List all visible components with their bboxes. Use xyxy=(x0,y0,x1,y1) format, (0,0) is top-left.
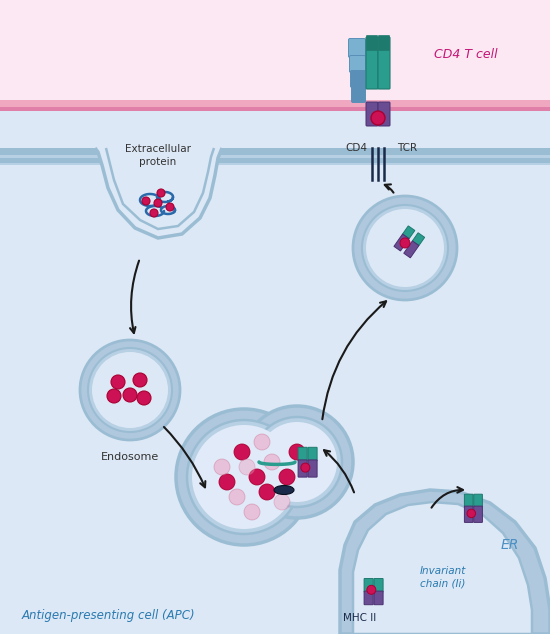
Circle shape xyxy=(150,209,158,217)
Circle shape xyxy=(88,348,172,432)
FancyBboxPatch shape xyxy=(378,36,389,51)
Circle shape xyxy=(107,389,121,403)
Polygon shape xyxy=(404,241,419,258)
Circle shape xyxy=(289,444,305,460)
Bar xyxy=(0,148,550,155)
Text: ER: ER xyxy=(501,538,519,552)
Circle shape xyxy=(187,420,301,534)
Bar xyxy=(0,107,550,111)
Circle shape xyxy=(241,406,353,518)
Polygon shape xyxy=(403,226,415,238)
FancyBboxPatch shape xyxy=(366,36,377,51)
Text: Endosome: Endosome xyxy=(101,452,159,462)
Text: Antigen-presenting cell (APC): Antigen-presenting cell (APC) xyxy=(22,609,196,621)
FancyBboxPatch shape xyxy=(308,448,317,461)
Circle shape xyxy=(367,585,376,594)
FancyBboxPatch shape xyxy=(374,591,383,605)
Circle shape xyxy=(301,463,310,472)
FancyBboxPatch shape xyxy=(298,460,307,477)
Circle shape xyxy=(244,504,260,520)
Circle shape xyxy=(353,196,457,300)
Text: MHC II: MHC II xyxy=(343,613,377,623)
Circle shape xyxy=(279,469,295,485)
Bar xyxy=(0,0,550,110)
Circle shape xyxy=(123,388,137,402)
Circle shape xyxy=(254,434,270,450)
Circle shape xyxy=(219,474,235,490)
FancyBboxPatch shape xyxy=(364,591,373,605)
FancyBboxPatch shape xyxy=(374,578,383,592)
Circle shape xyxy=(371,111,385,125)
Circle shape xyxy=(133,373,147,387)
FancyBboxPatch shape xyxy=(474,494,482,507)
Circle shape xyxy=(257,422,337,502)
FancyBboxPatch shape xyxy=(366,102,378,126)
FancyBboxPatch shape xyxy=(308,460,317,477)
Circle shape xyxy=(467,509,476,517)
Text: CD4 T cell: CD4 T cell xyxy=(434,48,498,61)
Text: CD4: CD4 xyxy=(345,143,367,153)
Circle shape xyxy=(400,238,410,248)
Circle shape xyxy=(214,459,230,475)
Polygon shape xyxy=(394,234,409,251)
FancyBboxPatch shape xyxy=(349,39,366,58)
Polygon shape xyxy=(106,148,214,229)
FancyBboxPatch shape xyxy=(378,102,390,126)
Polygon shape xyxy=(412,233,425,245)
Circle shape xyxy=(259,484,275,500)
FancyBboxPatch shape xyxy=(349,56,366,72)
FancyBboxPatch shape xyxy=(366,37,378,89)
Circle shape xyxy=(362,205,448,291)
Circle shape xyxy=(264,454,280,470)
FancyBboxPatch shape xyxy=(474,506,482,522)
FancyBboxPatch shape xyxy=(351,86,366,103)
FancyBboxPatch shape xyxy=(350,70,366,87)
Bar xyxy=(0,111,550,634)
Bar xyxy=(0,158,550,163)
Circle shape xyxy=(92,352,168,428)
Circle shape xyxy=(249,469,265,485)
FancyBboxPatch shape xyxy=(298,448,307,461)
FancyBboxPatch shape xyxy=(378,37,390,89)
Circle shape xyxy=(234,444,250,460)
Circle shape xyxy=(192,425,296,529)
Polygon shape xyxy=(353,502,532,634)
Circle shape xyxy=(142,197,150,205)
FancyBboxPatch shape xyxy=(464,494,473,507)
Circle shape xyxy=(154,199,162,207)
Circle shape xyxy=(80,340,180,440)
Circle shape xyxy=(274,494,290,510)
Bar xyxy=(0,155,550,165)
Text: TCR: TCR xyxy=(397,143,417,153)
Circle shape xyxy=(252,417,342,507)
Polygon shape xyxy=(95,148,222,238)
Circle shape xyxy=(176,409,312,545)
Circle shape xyxy=(111,375,125,389)
Text: Invariant
chain (Ii): Invariant chain (Ii) xyxy=(420,566,466,588)
Ellipse shape xyxy=(274,486,294,495)
FancyBboxPatch shape xyxy=(464,506,473,522)
Text: Extracellular
protein: Extracellular protein xyxy=(125,144,191,167)
Circle shape xyxy=(137,391,151,405)
Circle shape xyxy=(239,459,255,475)
Circle shape xyxy=(366,209,444,287)
Circle shape xyxy=(229,489,245,505)
FancyBboxPatch shape xyxy=(364,578,373,592)
Circle shape xyxy=(157,189,165,197)
Bar xyxy=(0,100,550,107)
Circle shape xyxy=(166,203,174,211)
Polygon shape xyxy=(340,490,550,634)
